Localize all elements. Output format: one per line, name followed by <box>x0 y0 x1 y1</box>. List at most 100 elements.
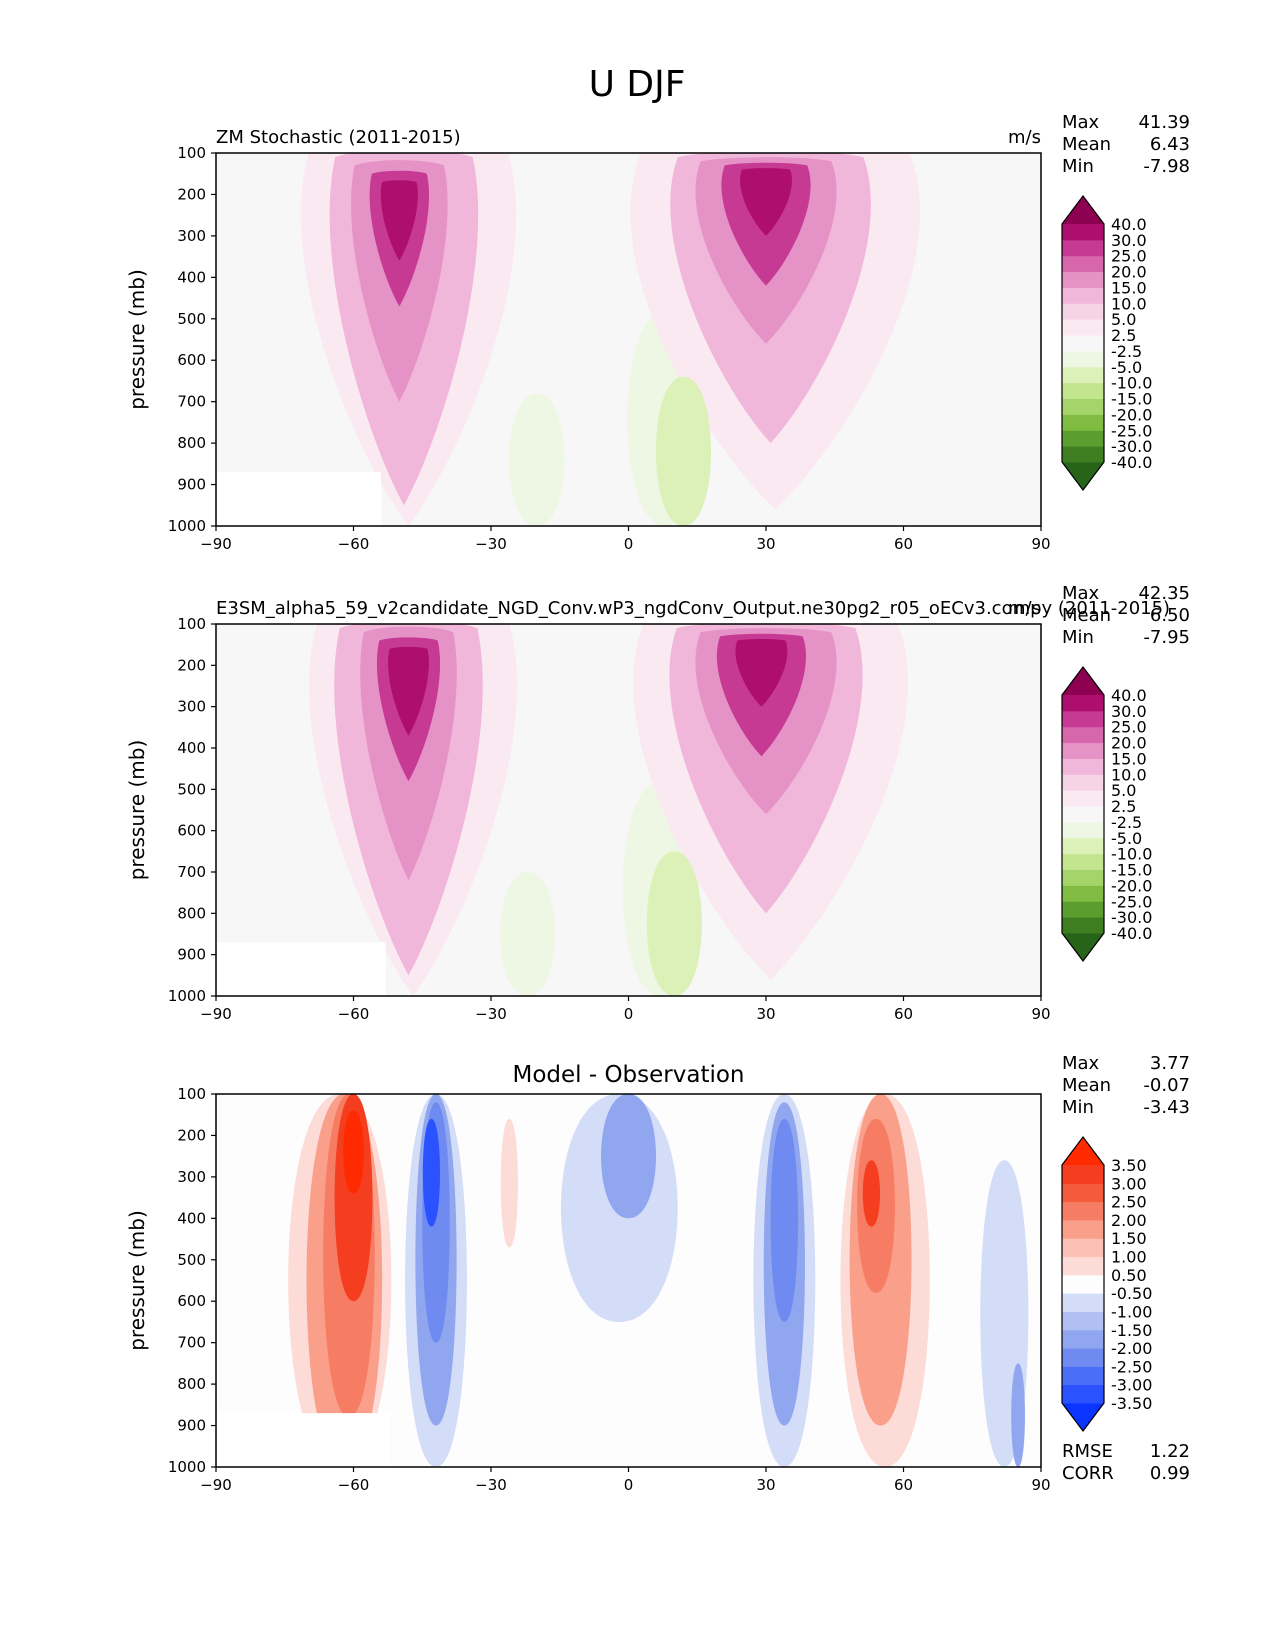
y-axis-label: pressure (mb) <box>125 1210 149 1351</box>
y-tick-label: 400 <box>177 739 206 757</box>
colorbar-outline <box>1061 666 1105 962</box>
contour-region-13 <box>735 639 788 707</box>
y-tick-label: 800 <box>177 904 206 922</box>
colorbar-tick-label: -30.0 <box>1111 908 1152 927</box>
colorbar-tick-label: 0.50 <box>1111 1266 1147 1285</box>
colorbar-tick-label: 3.00 <box>1111 1174 1147 1193</box>
panel-title-center: Model - Observation <box>512 1062 744 1088</box>
y-tick-label: 1000 <box>168 987 206 1005</box>
contour-region-12 <box>380 180 418 261</box>
figure-suptitle: U DJF <box>589 64 686 105</box>
panel-title-left: ZM Stochastic (2011-2015) <box>216 127 461 148</box>
y-axis-label: pressure (mb) <box>125 269 149 410</box>
contour-region-13 <box>1011 1363 1025 1467</box>
y-tick-label: 100 <box>177 615 206 633</box>
colorbar-tick-label: 15.0 <box>1111 749 1147 768</box>
colorbar-extend-max <box>1062 667 1104 695</box>
stat-label: Min <box>1062 156 1094 177</box>
panel-title-right: m/s <box>1008 598 1041 619</box>
y-tick-label: 800 <box>177 434 206 452</box>
colorbar-tick-label: 20.0 <box>1111 263 1147 282</box>
colorbar-segment <box>1062 837 1104 855</box>
colorbar-tick-label: 30.0 <box>1111 231 1147 250</box>
colorbar-segment <box>1062 869 1104 886</box>
colorbar-tick-label: -20.0 <box>1111 405 1152 424</box>
colorbar-segment <box>1062 821 1104 839</box>
colorbar-tick-label: -2.00 <box>1111 1339 1152 1358</box>
colorbar-tick-label: -2.50 <box>1111 1357 1152 1376</box>
colorbar-tick-label: -1.50 <box>1111 1321 1152 1340</box>
colorbar-extend-min <box>1062 1403 1104 1431</box>
missing-data-mask <box>216 1413 391 1467</box>
y-tick-label: 300 <box>177 227 206 245</box>
x-tick-label: 0 <box>624 535 634 553</box>
colorbar-segment <box>1062 710 1104 728</box>
colorbar-tick-label: -1.00 <box>1111 1302 1152 1321</box>
x-tick-label: 90 <box>1031 1476 1050 1494</box>
x-tick-label: 0 <box>624 1005 634 1023</box>
colorbar-segment <box>1062 1183 1104 1203</box>
colorbar-segment <box>1062 901 1104 918</box>
colorbar-tick-label: 3.50 <box>1111 1156 1147 1175</box>
contour-region-16 <box>770 1118 799 1322</box>
y-tick-label: 400 <box>177 1209 206 1227</box>
stat-value: -3.43 <box>1143 1097 1190 1118</box>
colorbar-segment <box>1062 1293 1104 1312</box>
colorbar-segment <box>1062 1201 1104 1221</box>
y-tick-label: 200 <box>177 185 206 203</box>
colorbar-tick-label: 40.0 <box>1111 215 1147 234</box>
contour-fills <box>216 153 920 526</box>
colorbar-tick-label: 30.0 <box>1111 702 1147 721</box>
colorbar-segment <box>1062 1348 1104 1367</box>
colorbar-segment <box>1062 366 1104 384</box>
colorbar-segment <box>1062 917 1104 934</box>
stat-value: 42.35 <box>1138 583 1190 604</box>
stat-label: CORR <box>1062 1463 1114 1484</box>
colorbar-tick-label: -25.0 <box>1111 892 1152 911</box>
colorbar-tick-label: 10.0 <box>1111 294 1147 313</box>
contour-fills <box>216 624 908 996</box>
colorbar-tick-label: 40.0 <box>1111 686 1147 705</box>
colorbar-segment <box>1062 853 1104 871</box>
stat-value: -0.07 <box>1143 1075 1190 1096</box>
colorbar-segment <box>1062 335 1104 352</box>
colorbar-tick-label: -5.0 <box>1111 358 1142 377</box>
y-tick-label: 900 <box>177 476 206 494</box>
colorbar-segment <box>1062 1366 1104 1386</box>
contour-region-20 <box>862 1160 881 1227</box>
colorbar-tick-label: -30.0 <box>1111 437 1152 456</box>
panel-title-right: m/s <box>1008 127 1041 148</box>
colorbar-segment <box>1062 726 1104 744</box>
y-tick-label: 200 <box>177 656 206 674</box>
x-tick-label: 60 <box>894 1476 913 1494</box>
colorbar-outline <box>1061 1136 1105 1432</box>
colorbar-segment <box>1062 255 1104 273</box>
colorbar-segment <box>1062 430 1104 447</box>
y-tick-label: 600 <box>177 822 206 840</box>
colorbar-outline <box>1061 195 1105 491</box>
colorbar-extend-max <box>1062 196 1104 224</box>
missing-data-mask <box>216 942 386 996</box>
y-tick-label: 500 <box>177 1251 206 1269</box>
colorbar-extend-max <box>1062 1137 1104 1165</box>
x-tick-label: −90 <box>200 535 232 553</box>
x-tick-label: 30 <box>756 1005 775 1023</box>
y-tick-label: 200 <box>177 1126 206 1144</box>
stat-label: Min <box>1062 627 1094 648</box>
stat-value: -7.95 <box>1143 627 1190 648</box>
x-tick-label: 90 <box>1031 1005 1050 1023</box>
colorbar-segment <box>1062 239 1104 257</box>
colorbar-tick-label: 2.5 <box>1111 326 1136 345</box>
x-tick-label: 0 <box>624 1476 634 1494</box>
x-tick-label: 60 <box>894 535 913 553</box>
colorbar-segment <box>1062 1329 1104 1349</box>
colorbar-tick-label: 2.5 <box>1111 797 1136 816</box>
colorbar-extend-min <box>1062 462 1104 490</box>
stat-label: Mean <box>1062 605 1111 626</box>
colorbar-segment <box>1062 382 1104 400</box>
x-tick-label: −90 <box>200 1005 232 1023</box>
colorbar-tick-label: 2.00 <box>1111 1211 1147 1230</box>
contour-panel-2: −90 −60 −30 0 30 60 90 100 200 300 400 500 600 700 800… <box>125 583 1190 1023</box>
colorbar-segment <box>1062 758 1104 775</box>
